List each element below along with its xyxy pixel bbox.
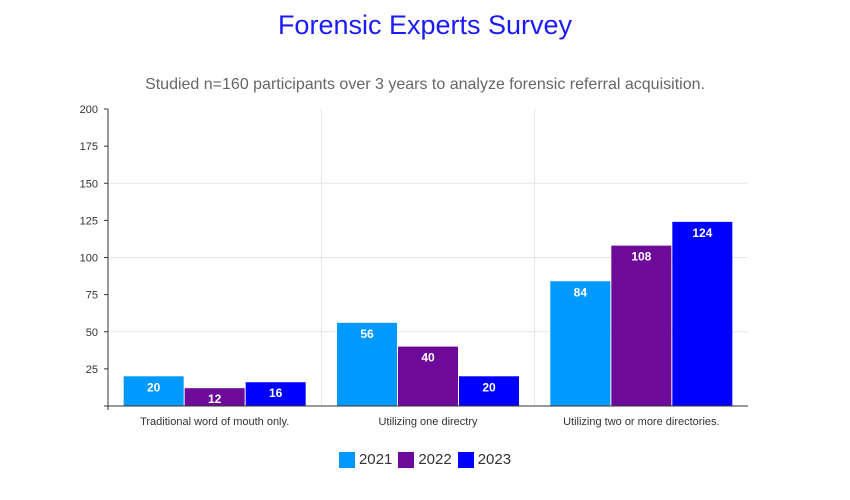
data-label: 20 — [482, 380, 496, 394]
data-label: 124 — [692, 226, 712, 240]
legend-swatch — [398, 451, 415, 468]
legend-label: 2021 — [358, 451, 393, 468]
data-label: 16 — [269, 386, 283, 400]
y-tick-label: 100 — [80, 253, 98, 265]
y-tick-label: 150 — [80, 178, 98, 190]
chart-subtitle: Studied n=160 participants over 3 years … — [145, 76, 705, 93]
legend-swatch — [457, 451, 474, 468]
bar-2021-1[interactable] — [337, 322, 397, 406]
data-label: 20 — [147, 380, 161, 394]
legend-item-2022[interactable]: 2022 — [398, 451, 452, 468]
legend-swatch — [338, 451, 355, 468]
legend-item-2021[interactable]: 2021 — [338, 451, 393, 468]
bar-2023-1[interactable] — [459, 376, 519, 406]
bar-2022-0[interactable] — [184, 388, 245, 406]
data-label: 40 — [421, 351, 435, 365]
data-label: 12 — [208, 392, 222, 406]
bar-2021-2[interactable] — [550, 281, 611, 406]
legend-item-2023[interactable]: 2023 — [457, 451, 512, 468]
data-label: 108 — [631, 250, 651, 264]
chart-title: Forensic Experts Survey — [277, 10, 573, 40]
y-tick-label: 75 — [86, 290, 98, 302]
x-tick-label: Utilizing one directry — [378, 416, 478, 428]
y-tick-label: 125 — [80, 215, 98, 227]
legend-label: 2022 — [418, 451, 452, 468]
chart-legend: 2021 2022 2023 — [0, 451, 850, 468]
x-tick-label: Utilizing two or more directories. — [563, 416, 720, 428]
y-tick-label: 200 — [80, 104, 98, 116]
data-label: 84 — [574, 285, 588, 299]
y-tick-label: 25 — [86, 364, 98, 376]
bar-2023-0[interactable] — [245, 382, 306, 406]
legend-label: 2023 — [477, 451, 512, 468]
bar-2021-0[interactable] — [123, 376, 184, 406]
x-tick-label: Traditional word of mouth only. — [140, 416, 289, 428]
data-label: 56 — [360, 327, 374, 341]
bar-2023-2[interactable] — [672, 221, 733, 406]
bar-2022-1[interactable] — [398, 346, 458, 406]
bar-2022-2[interactable] — [611, 245, 672, 406]
y-tick-label: 50 — [86, 327, 98, 339]
y-tick-label: 175 — [80, 141, 98, 153]
